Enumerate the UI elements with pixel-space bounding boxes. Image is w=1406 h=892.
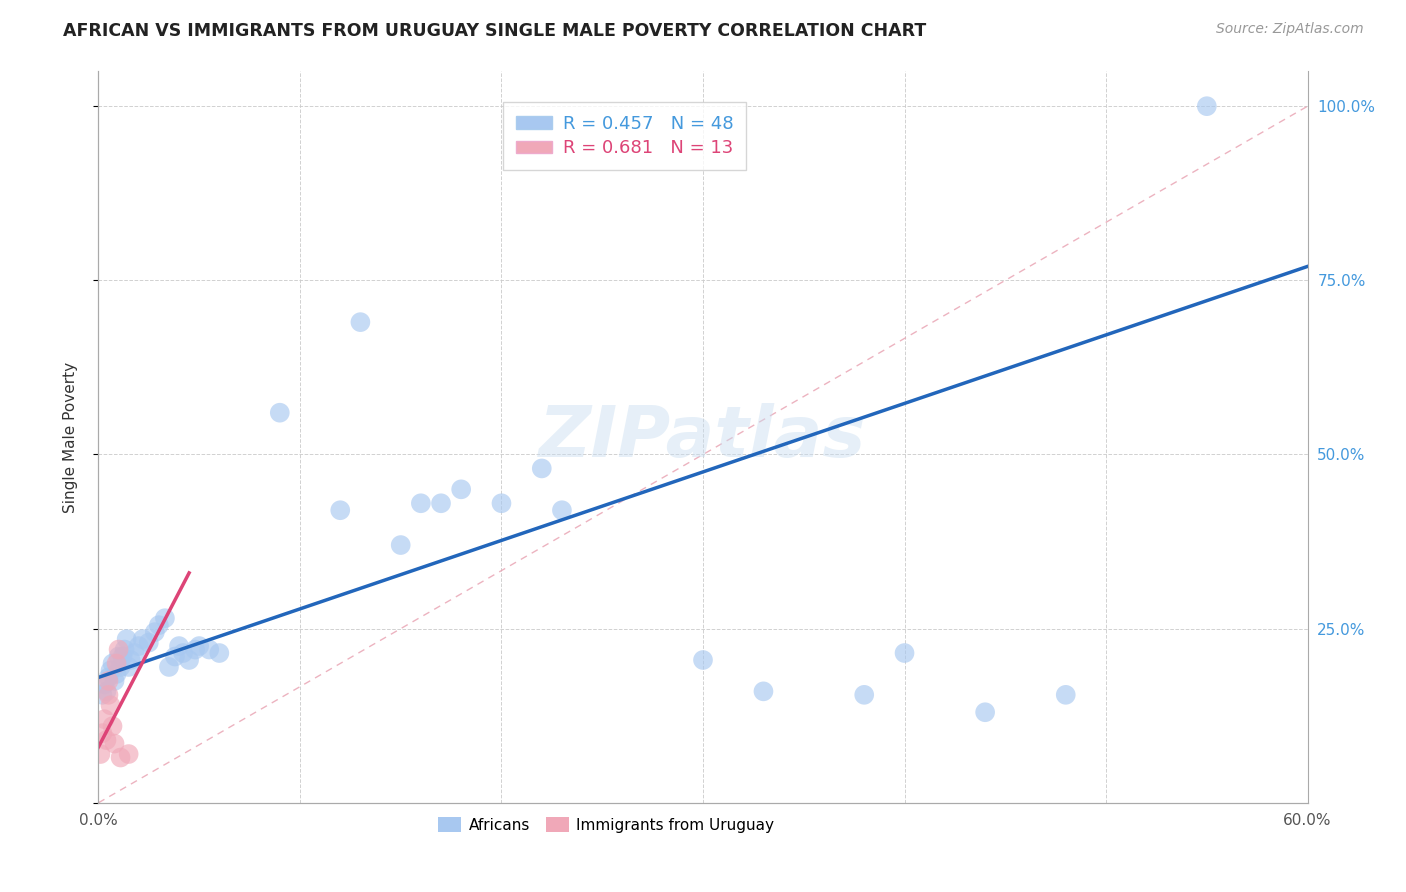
Point bbox=[124, 646, 146, 660]
Point bbox=[96, 684, 118, 698]
Point bbox=[491, 496, 513, 510]
Point bbox=[101, 657, 124, 671]
Point bbox=[132, 632, 155, 646]
Point bbox=[853, 688, 876, 702]
Point bbox=[198, 642, 221, 657]
Point bbox=[118, 660, 141, 674]
Point bbox=[450, 483, 472, 497]
Point bbox=[105, 667, 128, 681]
Point bbox=[100, 664, 122, 678]
Point bbox=[97, 673, 120, 688]
Point bbox=[138, 635, 160, 649]
Text: AFRICAN VS IMMIGRANTS FROM URUGUAY SINGLE MALE POVERTY CORRELATION CHART: AFRICAN VS IMMIGRANTS FROM URUGUAY SINGL… bbox=[63, 22, 927, 40]
Point bbox=[157, 660, 180, 674]
Legend: Africans, Immigrants from Uruguay: Africans, Immigrants from Uruguay bbox=[432, 812, 780, 839]
Point bbox=[110, 660, 132, 674]
Point bbox=[172, 646, 194, 660]
Point bbox=[409, 496, 432, 510]
Point bbox=[1195, 99, 1218, 113]
Point bbox=[97, 670, 120, 684]
Point bbox=[100, 698, 122, 713]
Point bbox=[208, 646, 231, 660]
Point bbox=[179, 653, 201, 667]
Point bbox=[269, 406, 291, 420]
Point bbox=[96, 733, 118, 747]
Point bbox=[110, 750, 132, 764]
Text: ZIPatlas: ZIPatlas bbox=[540, 402, 866, 472]
Point bbox=[89, 747, 111, 761]
Point bbox=[167, 639, 190, 653]
Point bbox=[1054, 688, 1077, 702]
Point bbox=[128, 639, 150, 653]
Point bbox=[692, 653, 714, 667]
Point bbox=[163, 649, 186, 664]
Point bbox=[893, 646, 915, 660]
Text: Source: ZipAtlas.com: Source: ZipAtlas.com bbox=[1216, 22, 1364, 37]
Point bbox=[118, 747, 141, 761]
Point bbox=[115, 632, 138, 646]
Point bbox=[93, 712, 115, 726]
Point bbox=[752, 684, 775, 698]
Point bbox=[148, 618, 170, 632]
Point bbox=[91, 726, 114, 740]
Point bbox=[107, 649, 129, 664]
Point bbox=[349, 315, 371, 329]
Point bbox=[143, 625, 166, 640]
Point bbox=[389, 538, 412, 552]
Point bbox=[184, 642, 207, 657]
Point bbox=[153, 611, 176, 625]
Point bbox=[93, 677, 115, 691]
Point bbox=[97, 688, 120, 702]
Point bbox=[329, 503, 352, 517]
Point bbox=[530, 461, 553, 475]
Point bbox=[111, 649, 134, 664]
Point bbox=[107, 642, 129, 657]
Point bbox=[101, 719, 124, 733]
Point bbox=[91, 688, 114, 702]
Point bbox=[430, 496, 453, 510]
Point bbox=[188, 639, 211, 653]
Point bbox=[103, 737, 125, 751]
Y-axis label: Single Male Poverty: Single Male Poverty bbox=[63, 361, 77, 513]
Point bbox=[120, 653, 142, 667]
Point bbox=[114, 642, 136, 657]
Point bbox=[551, 503, 574, 517]
Point bbox=[105, 657, 128, 671]
Point bbox=[103, 673, 125, 688]
Point bbox=[974, 705, 997, 719]
